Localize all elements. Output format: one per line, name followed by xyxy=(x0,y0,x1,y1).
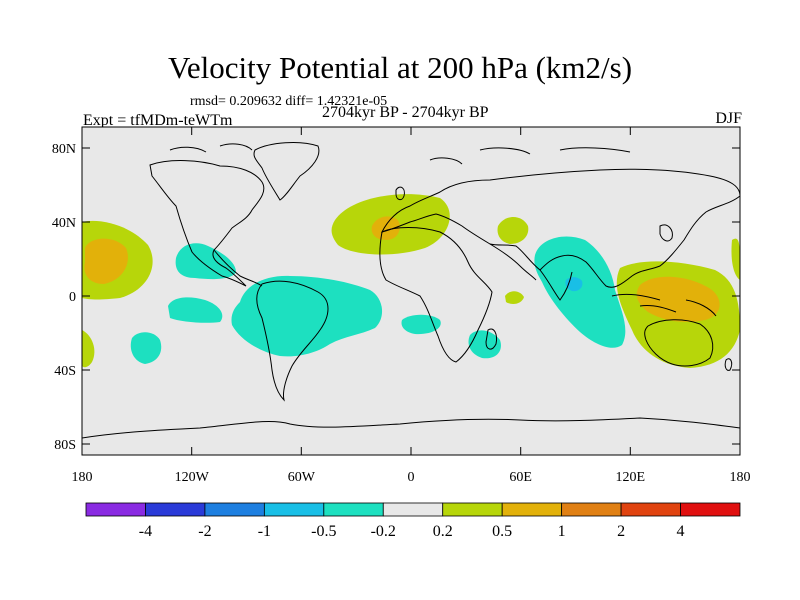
stats-text: rmsd= 0.209632 diff= 1.42321e-05 xyxy=(190,94,388,109)
colorbar-segment xyxy=(501,502,563,517)
coast-greenland xyxy=(253,142,320,201)
colorbar-segment xyxy=(85,502,146,517)
period-label: 2704kyr BP - 2704kyr BP xyxy=(322,104,489,121)
orange-region-indonesia xyxy=(636,276,720,322)
lon-tick-label: 60E xyxy=(509,470,532,485)
yellow-region-east-edge xyxy=(731,238,740,280)
coast-new-zealand xyxy=(724,358,733,371)
lat-tick-label: 80N xyxy=(52,142,76,157)
coastlines xyxy=(82,142,740,439)
coast-south-america xyxy=(256,280,329,402)
coast-eurasia xyxy=(381,168,740,288)
lon-tick-label: 120E xyxy=(616,470,646,485)
colorbar-label: 4 xyxy=(677,523,685,540)
lat-tick-label: 40S xyxy=(54,364,76,379)
colorbar-segment xyxy=(204,502,265,517)
colorbar: -4 -2 -1 -0.5 -0.2 0.2 0.5 1 2 4 xyxy=(85,502,741,540)
yellow-region-pacific-edge xyxy=(82,330,95,368)
cyan-region-madagascar xyxy=(468,330,501,359)
colorbar-segment xyxy=(382,502,444,517)
coast-north-america xyxy=(149,160,265,287)
colorbar-label: -2 xyxy=(198,523,211,540)
latitude-axis: 80N 40N 0 40S 80S xyxy=(52,142,740,453)
colorbar-segment xyxy=(323,502,384,517)
lon-tick-label: 180 xyxy=(730,470,751,485)
coast-japan xyxy=(659,224,673,242)
coast-uk xyxy=(395,186,405,201)
orange-region-iberia xyxy=(371,216,400,240)
contour-fields xyxy=(82,194,740,368)
colorbar-label: -0.2 xyxy=(371,523,396,540)
yellow-region-east-africa xyxy=(505,291,524,305)
cyan-region-south-america-atlantic xyxy=(231,275,383,357)
coast-india xyxy=(539,269,573,301)
yellow-region-arabia xyxy=(497,217,529,244)
colorbar-segment xyxy=(442,502,503,517)
lon-tick-label: 60W xyxy=(288,470,316,485)
colorbar-label: -1 xyxy=(258,523,271,540)
lat-tick-label: 40N xyxy=(52,216,76,231)
colorbar-label: 1 xyxy=(558,523,566,540)
coast-central-america xyxy=(213,249,263,287)
colorbar-label: 0.5 xyxy=(492,523,512,540)
coast-antarctica xyxy=(82,417,740,439)
experiment-label: Expt = tfMDm-teWTm xyxy=(83,112,233,129)
colorbar-segment xyxy=(145,502,206,517)
lat-tick-label: 80S xyxy=(54,438,76,453)
colorbar-label: -4 xyxy=(139,523,152,540)
coast-africa xyxy=(379,227,493,363)
coast-arabia xyxy=(489,243,537,281)
cyan-region-east-pacific xyxy=(168,297,223,323)
colorbar-segment xyxy=(680,502,741,517)
lon-tick-label: 120W xyxy=(175,470,210,485)
cyan-region-indian-ocean xyxy=(534,236,626,348)
colorbar-segment xyxy=(561,502,622,517)
cyan-region-central-pacific xyxy=(175,243,236,280)
orange-region-pacific xyxy=(84,238,128,284)
coast-australia xyxy=(644,319,714,367)
cyan-region-south-pacific xyxy=(130,332,162,364)
colorbar-label: -0.5 xyxy=(311,523,336,540)
coast-madagascar xyxy=(485,328,497,350)
season-label: DJF xyxy=(715,110,742,127)
colorbar-label: 2 xyxy=(617,523,625,540)
plot-title: Velocity Potential at 200 hPa (km2/s) xyxy=(167,50,633,85)
coast-arctic-islands xyxy=(169,143,631,165)
lon-tick-label: 0 xyxy=(408,470,415,485)
lat-tick-label: 0 xyxy=(69,290,76,305)
colorbar-segment xyxy=(263,502,325,517)
colorbar-label: 0.2 xyxy=(433,523,453,540)
colorbar-segment xyxy=(620,502,681,517)
lon-tick-label: 180 xyxy=(72,470,93,485)
longitude-axis: 180 120W 60W 0 60E 120E 180 xyxy=(72,127,751,485)
coast-indonesia xyxy=(611,293,717,317)
